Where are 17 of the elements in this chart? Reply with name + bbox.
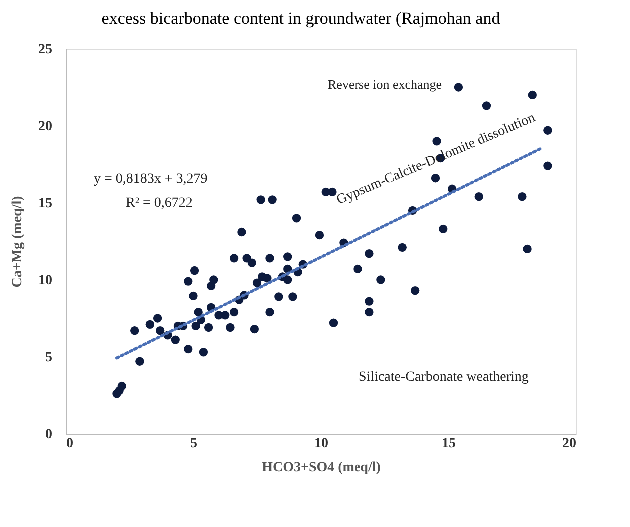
y-axis-title: Ca+Mg (meq/l) <box>10 196 26 288</box>
y-tick-label: 20 <box>38 120 52 134</box>
x-axis-title: HCO3+SO4 (meq/l) <box>262 460 382 476</box>
x-tick-label: 15 <box>442 436 456 452</box>
x-tick-label: 10 <box>314 436 328 452</box>
x-tick-label: 20 <box>562 436 576 452</box>
y-tick-label: 25 <box>38 42 52 58</box>
y-tick-label: 15 <box>38 196 52 212</box>
annotation: y = 0,8183x + 3,279 <box>94 172 208 187</box>
annotation: Silicate-Carbonate weathering <box>359 370 529 385</box>
y-tick-label: 5 <box>46 350 52 366</box>
annotation: R² = 0,6722 <box>126 196 193 211</box>
x-tick-label: 0 <box>66 436 74 452</box>
x-tick-label: 5 <box>190 436 198 452</box>
y-tick-label: 10 <box>38 274 52 288</box>
annotation: Reverse ion exchange <box>328 77 442 92</box>
text: excess bicarbonate content in groundwater (Rajmohan and <box>102 9 501 28</box>
